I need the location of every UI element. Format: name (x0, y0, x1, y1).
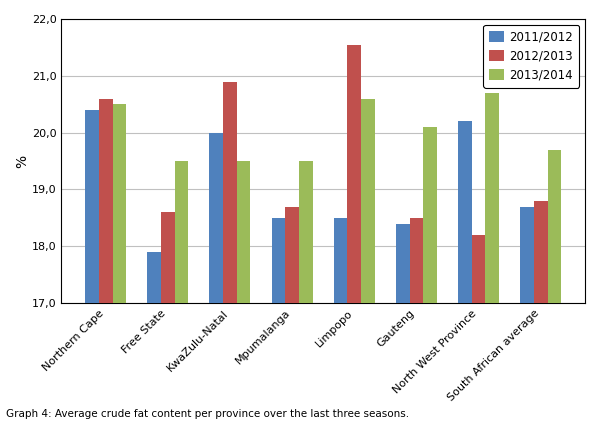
Bar (534, 201, 548, 421)
Bar (161, 212, 175, 421)
Bar (299, 161, 313, 421)
Bar (458, 121, 472, 421)
Bar (285, 207, 299, 421)
Bar (423, 127, 437, 421)
Bar (209, 133, 223, 421)
Bar (485, 93, 499, 421)
Bar (520, 207, 534, 421)
Bar (223, 82, 237, 421)
Legend: 2011/2012, 2012/2013, 2013/2014: 2011/2012, 2012/2013, 2013/2014 (484, 25, 579, 88)
Bar (85, 110, 99, 421)
Bar (175, 161, 188, 421)
Bar (396, 224, 410, 421)
Bar (148, 252, 161, 421)
Bar (361, 99, 375, 421)
Text: Graph 4: Average crude fat content per province over the last three seasons.: Graph 4: Average crude fat content per p… (6, 409, 409, 419)
Bar (334, 218, 347, 421)
Bar (410, 218, 423, 421)
Bar (472, 235, 485, 421)
Bar (272, 218, 285, 421)
Bar (237, 161, 250, 421)
Bar (99, 99, 113, 421)
Bar (347, 45, 361, 421)
Bar (548, 150, 561, 421)
Y-axis label: %: % (15, 155, 29, 168)
Bar (113, 104, 126, 421)
